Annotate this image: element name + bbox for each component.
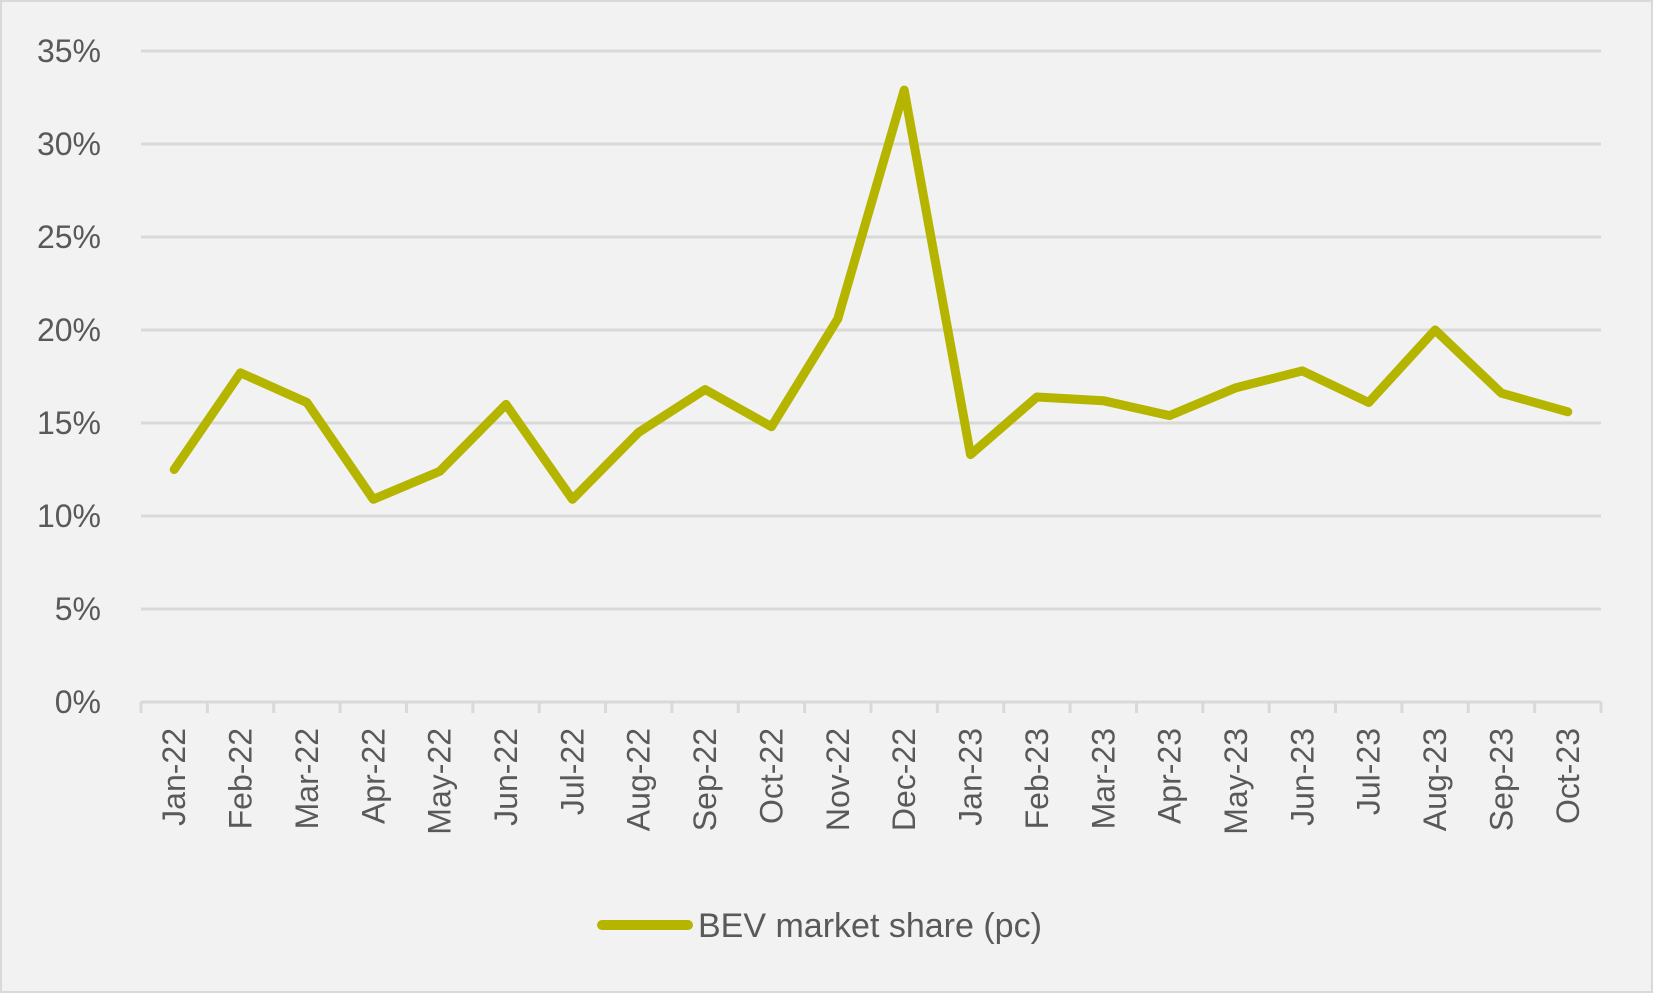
x-tick-label: Apr-23: [1152, 728, 1188, 824]
y-tick-label: 35%: [37, 33, 101, 69]
y-tick-label: 20%: [37, 312, 101, 348]
y-tick-label: 0%: [55, 684, 101, 720]
x-tick-label: Aug-22: [621, 728, 657, 831]
x-tick-label: Jan-22: [156, 728, 192, 826]
series-lines: [169, 85, 1573, 504]
gridlines: [141, 49, 1601, 611]
x-tick-label: Oct-22: [753, 728, 789, 824]
x-tick-label: Apr-22: [355, 728, 391, 824]
x-tick-label: Jun-23: [1284, 728, 1320, 826]
x-tick-label: Nov-22: [820, 728, 856, 831]
y-tick-label: 25%: [37, 219, 101, 255]
x-tick-label: Mar-23: [1085, 728, 1121, 829]
x-tick-label: May-23: [1218, 728, 1254, 835]
x-tick-label: Oct-23: [1550, 728, 1586, 824]
x-tick-label: Aug-23: [1417, 728, 1453, 831]
x-tick-label: Sep-23: [1483, 728, 1519, 831]
y-tick-label: 5%: [55, 591, 101, 627]
x-tick-label: Jul-22: [554, 728, 590, 815]
y-axis-labels: 0% 5% 10% 15% 20% 25% 30% 35%: [37, 33, 101, 720]
x-tick-label: Mar-22: [289, 728, 325, 829]
x-tick-label: Feb-22: [223, 728, 259, 829]
y-tick-label: 10%: [37, 498, 101, 534]
x-axis-labels: Jan-22 Feb-22 Mar-22 Apr-22 May-22 Jun-22 Jul-…: [156, 728, 1586, 835]
legend-label: BEV market share (pc): [698, 907, 1042, 945]
y-tick-label: 30%: [37, 126, 101, 162]
x-tick-label: Jul-23: [1351, 728, 1387, 815]
y-tick-label: 15%: [37, 405, 101, 441]
x-tick-label: Dec-22: [886, 728, 922, 831]
x-axis: [139, 700, 1603, 713]
x-tick-label: Sep-22: [687, 728, 723, 831]
x-tick-label: Jan-23: [953, 728, 989, 826]
x-tick-label: May-22: [422, 728, 458, 835]
x-tick-label: Jun-22: [488, 728, 524, 826]
series-line: [169, 85, 1573, 504]
x-tick-label: Feb-23: [1019, 728, 1055, 829]
legend: BEV market share (pc): [597, 907, 1042, 945]
